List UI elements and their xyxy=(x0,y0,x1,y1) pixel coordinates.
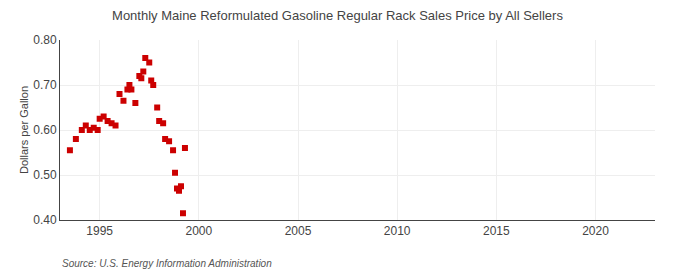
svg-text:0.60: 0.60 xyxy=(33,123,57,137)
svg-text:0.50: 0.50 xyxy=(33,168,57,182)
svg-text:Monthly Maine Reformulated Gas: Monthly Maine Reformulated Gasoline Regu… xyxy=(112,8,563,23)
svg-text:Source: U.S. Energy Informatio: Source: U.S. Energy Information Administ… xyxy=(62,258,272,269)
svg-text:1995: 1995 xyxy=(86,224,113,238)
svg-text:2015: 2015 xyxy=(483,224,510,238)
svg-text:0.40: 0.40 xyxy=(33,213,57,227)
svg-text:2010: 2010 xyxy=(384,224,411,238)
svg-text:2020: 2020 xyxy=(582,224,609,238)
svg-text:Dollars per Gallon: Dollars per Gallon xyxy=(18,86,30,174)
svg-text:0.70: 0.70 xyxy=(33,78,57,92)
svg-text:0.80: 0.80 xyxy=(33,33,57,47)
svg-text:2005: 2005 xyxy=(285,224,312,238)
svg-text:2000: 2000 xyxy=(185,224,212,238)
